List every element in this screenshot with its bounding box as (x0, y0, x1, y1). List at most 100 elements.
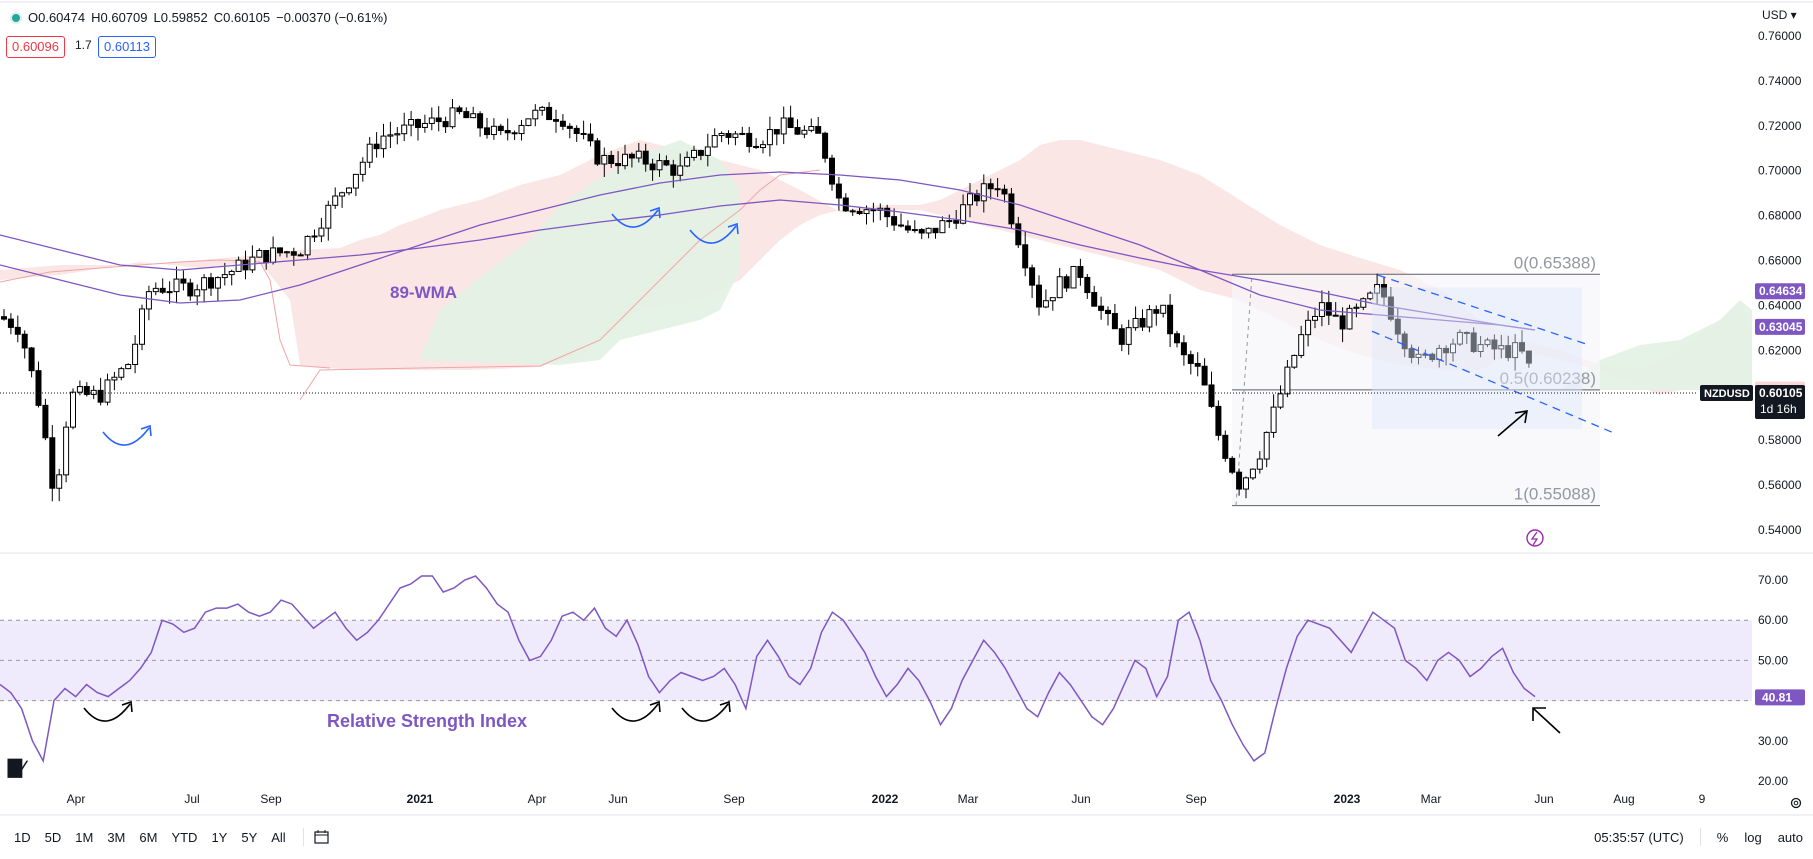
candle-body (684, 156, 691, 167)
spread-value: 1.7 (75, 38, 92, 52)
candle-body (1484, 339, 1491, 346)
candle-body (559, 120, 566, 127)
candlestick-series (1, 99, 1532, 502)
candle-body (42, 404, 49, 439)
candle-body (801, 129, 808, 135)
candle-body (1284, 366, 1291, 395)
candle-body (1325, 302, 1332, 316)
candle-body (1201, 365, 1208, 386)
price-axis-tick: 0.62000 (1758, 343, 1802, 357)
candle-body (1042, 300, 1049, 308)
fib-label-bottom: 1(0.55088) (1514, 485, 1596, 504)
candle-body (1056, 276, 1063, 299)
candle-body (1456, 331, 1463, 345)
gear-icon[interactable] (1789, 796, 1803, 815)
candle-body (670, 164, 677, 176)
candle-body (987, 183, 994, 190)
candle-body (118, 368, 125, 378)
candle-body (1443, 347, 1450, 354)
countdown-tag: 1d 16h (1760, 402, 1797, 416)
candle-body (1187, 354, 1194, 364)
wma-fast (0, 171, 1536, 331)
auto-toggle[interactable]: auto (1777, 829, 1803, 845)
high-value: H0.60709 (91, 10, 148, 25)
black-arc-arrow-head (719, 700, 731, 713)
candle-body (511, 132, 518, 135)
candle-body (835, 183, 842, 199)
candle-body (256, 249, 263, 258)
candle-body (1291, 354, 1298, 368)
divider (1699, 828, 1701, 846)
candle-body (380, 135, 387, 150)
time-axis-label: Aug (1613, 792, 1634, 806)
candle-body (1512, 342, 1519, 359)
candle-body (28, 347, 35, 372)
candle-body (1132, 317, 1139, 329)
candle-body (615, 163, 622, 167)
candle-body (277, 247, 283, 254)
candle-body (325, 204, 332, 229)
ohlc-legend: O0.60474 H0.60709 L0.59852 C0.60105 −0.0… (10, 10, 387, 25)
candle-body (159, 287, 166, 293)
percent-toggle[interactable]: % (1716, 829, 1729, 845)
candle-body (732, 133, 739, 138)
candle-body (463, 111, 470, 119)
candle-body (566, 125, 573, 129)
timeframe-ytd[interactable]: YTD (171, 829, 198, 845)
candle-body (1036, 284, 1042, 308)
rsi-axis-tick: 50.00 (1758, 653, 1788, 667)
fib-label-top: 0(0.65388) (1514, 253, 1596, 272)
lightning-icon (1526, 529, 1544, 547)
candle-body (904, 225, 911, 231)
timeframe-1d[interactable]: 1D (14, 829, 31, 845)
timeframe-5d[interactable]: 5D (44, 829, 62, 845)
candle-body (1498, 345, 1505, 350)
timeframe-1y[interactable]: 1Y (211, 829, 228, 845)
log-toggle[interactable]: log (1744, 829, 1762, 845)
timeframe-5y[interactable]: 5Y (241, 829, 258, 845)
candle-body (1070, 265, 1077, 289)
candle-body (497, 125, 504, 132)
candle-body (139, 308, 145, 345)
candle-body (180, 278, 187, 284)
candle-body (104, 379, 111, 403)
wma-slow (0, 199, 1536, 331)
candle-body (332, 195, 339, 206)
candle-body (173, 278, 180, 293)
candle-body (90, 389, 97, 395)
fib-trendline (1235, 274, 1253, 506)
sell-price-button[interactable]: 0.60096 (6, 36, 65, 58)
buy-price-button[interactable]: 0.60113 (98, 36, 157, 58)
candle-body (1167, 304, 1174, 335)
calendar-range-icon[interactable] (314, 830, 330, 844)
timeframe-1m[interactable]: 1M (75, 829, 94, 845)
black-arc-arrow-head (649, 700, 661, 713)
candle-body (56, 474, 63, 489)
candle-body (1477, 344, 1484, 352)
candle-body (642, 150, 649, 165)
clock[interactable]: 05:35:57 (UTC) (1594, 829, 1684, 845)
candle-body (1091, 292, 1098, 307)
timeframe-3m[interactable]: 3M (107, 829, 126, 845)
time-axis-label: Apr (528, 792, 547, 806)
candle-body (1525, 350, 1532, 364)
rsi-label: Relative Strength Index (327, 711, 527, 731)
timeframe-all[interactable]: All (271, 829, 286, 845)
candle-body (1470, 332, 1477, 352)
candle-body (1180, 342, 1187, 356)
candle-body (1249, 468, 1256, 479)
time-axis-label: Mar (958, 792, 979, 806)
rsi-pane (0, 575, 1752, 764)
candle-body (608, 154, 615, 165)
currency-selector[interactable]: USD ▾ (1762, 8, 1797, 22)
candle-body (898, 224, 904, 227)
candle-body (863, 209, 870, 215)
candle-body (297, 254, 304, 257)
candle-body (477, 113, 484, 129)
timeframe-6m[interactable]: 6M (139, 829, 158, 845)
candle-body (428, 117, 435, 124)
current-price-tag: 0.60105 (1759, 386, 1803, 400)
blue-arc-arrow-head (140, 424, 152, 437)
